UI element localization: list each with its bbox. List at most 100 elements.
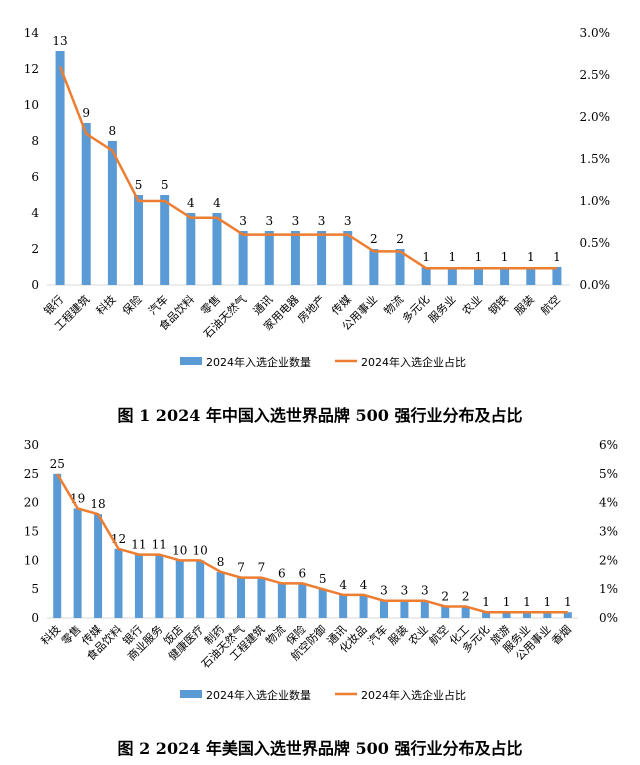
y-tick-label: 5: [31, 582, 39, 596]
line-series: [56, 473, 568, 614]
data-label: 5: [135, 178, 143, 192]
bar: [421, 267, 431, 285]
data-label: 2: [441, 589, 449, 603]
y-tick-label: 8: [31, 134, 39, 148]
x-tick-label: 保险: [119, 292, 144, 317]
bar: [81, 123, 91, 285]
legend-bar-label: 2024年入选企业数量: [206, 688, 311, 702]
data-label: 2: [396, 232, 404, 246]
data-label: 11: [131, 538, 146, 552]
data-label: 25: [50, 457, 65, 471]
y2-tick-label: 6%: [599, 438, 618, 452]
y-tick-label: 0: [31, 278, 39, 292]
legend-bar-swatch: [180, 690, 202, 698]
y2-tick-label: 0.5%: [580, 236, 611, 250]
bar: [563, 612, 572, 618]
data-label: 1: [544, 595, 552, 609]
data-label: 11: [152, 538, 167, 552]
data-label: 1: [475, 250, 483, 264]
y2-tick-label: 2.5%: [580, 68, 611, 82]
data-label: 1: [564, 595, 572, 609]
data-label: 5: [319, 572, 327, 586]
x-tick-label: 服务业: [426, 293, 459, 326]
data-label: 2: [462, 589, 470, 603]
x-tick-label: 钢铁: [486, 293, 511, 318]
bar: [359, 594, 368, 618]
y-tick-label: 0: [31, 611, 39, 625]
y-tick-label: 10: [24, 98, 39, 112]
data-label: 2: [370, 232, 378, 246]
y2-tick-label: 2%: [599, 553, 618, 567]
bar: [526, 267, 536, 285]
data-label: 7: [258, 561, 266, 575]
x-tick-label: 房地产: [294, 292, 327, 325]
bar: [420, 600, 429, 618]
data-label: 7: [237, 561, 245, 575]
y2-tick-label: 1.0%: [580, 194, 611, 208]
bar: [73, 508, 82, 618]
bar: [212, 213, 222, 285]
bar: [500, 267, 510, 285]
data-label: 3: [292, 214, 300, 228]
bar: [237, 577, 246, 618]
data-label: 1: [503, 595, 511, 609]
y2-tick-label: 2.0%: [580, 110, 611, 124]
bar: [290, 231, 300, 285]
x-tick-label: 科技: [93, 292, 118, 317]
data-label: 3: [380, 584, 388, 598]
data-label: 3: [265, 214, 273, 228]
data-label: 1: [501, 250, 509, 264]
data-label: 8: [109, 124, 117, 138]
legend-bar-label: 2024年入选企业数量: [206, 355, 311, 369]
data-label: 8: [217, 555, 225, 569]
y-tick-label: 15: [24, 525, 39, 539]
bar: [482, 612, 491, 618]
bar: [441, 606, 450, 618]
x-tick-label: 科技: [38, 622, 63, 647]
data-label: 6: [298, 566, 306, 580]
chart-2-caption: 图 2 2024 年美国入选世界品牌 500 强行业分布及占比: [117, 739, 523, 758]
bar: [522, 612, 531, 618]
y-tick-label: 25: [24, 467, 39, 481]
bar: [155, 554, 164, 618]
bar: [94, 514, 103, 618]
bar: [379, 600, 388, 618]
data-label: 4: [213, 196, 221, 210]
y2-tick-label: 1.5%: [580, 152, 611, 166]
x-tick-label: 农业: [459, 292, 484, 317]
bar: [277, 583, 286, 618]
x-tick-label: 航空: [538, 292, 563, 317]
line-series: [58, 66, 557, 270]
bar: [175, 560, 184, 618]
bar: [298, 583, 307, 618]
bar: [134, 554, 143, 618]
y-tick-label: 2: [31, 242, 39, 256]
data-label: 1: [422, 250, 430, 264]
bar: [107, 141, 117, 285]
y2-tick-label: 0%: [599, 611, 618, 625]
bar: [552, 267, 562, 285]
y-tick-label: 30: [24, 438, 39, 452]
data-label: 10: [193, 543, 208, 557]
bar: [543, 612, 552, 618]
bar: [257, 577, 266, 618]
bar: [216, 571, 225, 618]
y2-tick-label: 4%: [599, 496, 618, 510]
data-label: 3: [318, 214, 326, 228]
y-tick-label: 10: [24, 553, 39, 567]
x-tick-label: 汽车: [365, 622, 390, 647]
data-label: 3: [239, 214, 247, 228]
data-label: 3: [344, 214, 352, 228]
y-tick-label: 6: [31, 170, 39, 184]
x-tick-label: 零售: [58, 622, 83, 647]
legend-line-label: 2024年入选企业占比: [361, 688, 466, 702]
y2-tick-label: 1%: [599, 582, 618, 596]
bar: [343, 231, 353, 285]
bar: [447, 267, 457, 285]
y-tick-label: 12: [24, 62, 39, 76]
data-label: 4: [360, 578, 368, 592]
data-label: 5: [161, 178, 169, 192]
y2-tick-label: 3.0%: [580, 26, 611, 40]
x-tick-label: 农业: [405, 622, 430, 647]
